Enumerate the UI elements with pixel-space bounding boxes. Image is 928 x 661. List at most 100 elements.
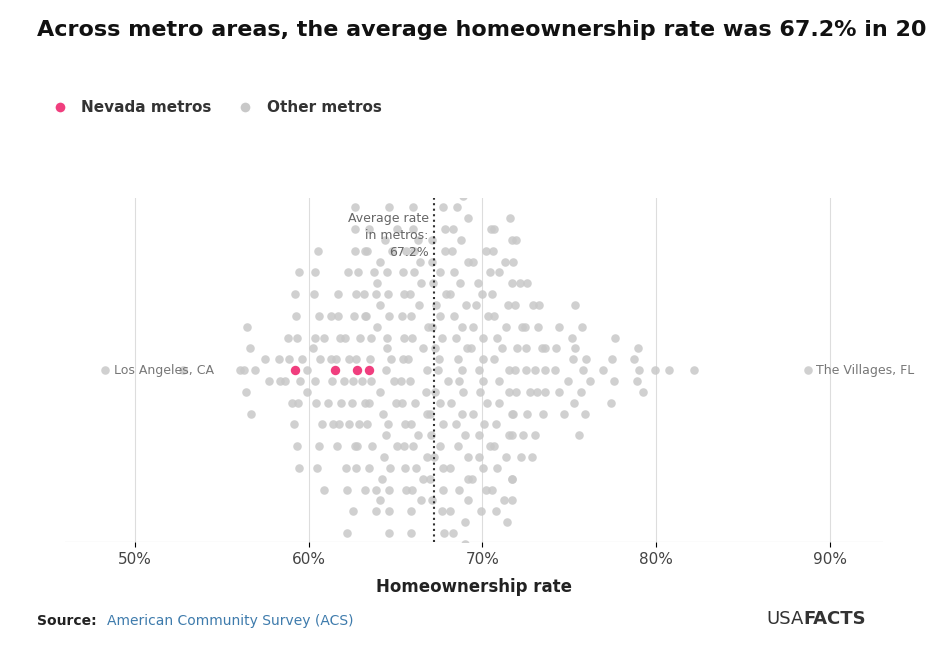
Point [500,299,515,310]
Point [398,245,413,256]
Point [432,441,446,451]
Point [410,235,425,245]
Point [488,506,503,516]
Point [341,419,355,430]
Point [491,375,506,386]
Point [369,321,384,332]
Point [329,311,344,321]
Point [339,527,354,538]
Point [331,419,346,430]
Point [574,321,589,332]
Point [332,332,347,343]
Point [577,408,592,419]
Point [460,451,475,462]
Point [419,387,433,397]
Point [281,354,296,365]
Point [457,169,471,180]
Point [572,430,586,441]
Point [497,451,512,462]
Point [413,495,428,506]
Point [433,332,448,343]
Point [457,539,471,549]
Point [799,365,814,375]
Point [527,430,542,441]
Point [460,495,475,506]
Point [432,397,447,408]
Point [492,397,507,408]
Point [272,375,287,386]
Text: Across metro areas, the average homeownership rate was 67.2% in 2022.: Across metro areas, the average homeowne… [37,20,928,40]
Point [414,278,429,289]
Point [292,375,307,386]
Text: USA: USA [766,610,803,628]
Point [432,549,447,560]
Point [357,485,372,495]
Point [480,397,495,408]
Point [604,354,619,365]
Point [431,365,445,375]
Point [349,441,364,451]
Point [530,321,545,332]
Point [451,375,466,386]
Point [526,365,541,375]
Point [404,527,419,538]
Point [573,387,587,397]
Point [575,365,590,375]
Point [243,408,258,419]
Point [686,365,701,375]
Point [422,473,437,484]
Point [257,354,272,365]
Point [494,343,509,354]
Point [306,289,321,299]
Point [463,343,478,354]
Point [459,343,474,354]
Text: Average rate
in metros:
67.2%: Average rate in metros: 67.2% [347,212,428,259]
Point [505,495,520,506]
Point [380,289,395,299]
Point [505,473,520,484]
Point [476,419,491,430]
Point [397,419,412,430]
Point [405,332,419,343]
Point [507,299,522,310]
Point [504,408,519,419]
Point [491,267,506,278]
Point [415,473,430,484]
Point [339,485,354,495]
Point [397,463,412,473]
Point [455,387,470,397]
Point [380,419,395,430]
Point [636,387,651,397]
Point [424,321,439,332]
Point [445,549,460,560]
Point [443,463,458,473]
Point [630,343,645,354]
Point [443,506,458,516]
Point [307,267,322,278]
Point [435,419,450,430]
Text: Source:: Source: [37,614,97,628]
Point [438,289,453,299]
Point [372,256,387,267]
Point [453,235,468,245]
Point [508,387,522,397]
Point [537,365,552,375]
Point [372,299,387,310]
Point [603,397,618,408]
Point [432,311,447,321]
Point [401,354,416,365]
Point [531,299,546,310]
Point [404,311,419,321]
Point [513,321,528,332]
Point [631,365,646,375]
Point [412,256,427,267]
Point [337,332,352,343]
Point [381,485,396,495]
Point [519,365,534,375]
Point [354,375,368,386]
Point [445,527,459,538]
Point [496,495,511,506]
Point [239,321,254,332]
Point [505,408,520,419]
Point [316,332,331,343]
